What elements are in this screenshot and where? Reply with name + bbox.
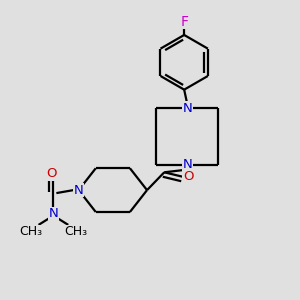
Text: N: N xyxy=(182,102,192,115)
Text: N: N xyxy=(74,184,83,196)
Text: N: N xyxy=(182,158,192,171)
Text: F: F xyxy=(180,15,188,28)
Text: CH₃: CH₃ xyxy=(64,225,87,238)
Text: N: N xyxy=(49,207,58,220)
Text: O: O xyxy=(47,167,57,180)
Text: CH₃: CH₃ xyxy=(20,225,43,238)
Text: O: O xyxy=(183,170,193,183)
